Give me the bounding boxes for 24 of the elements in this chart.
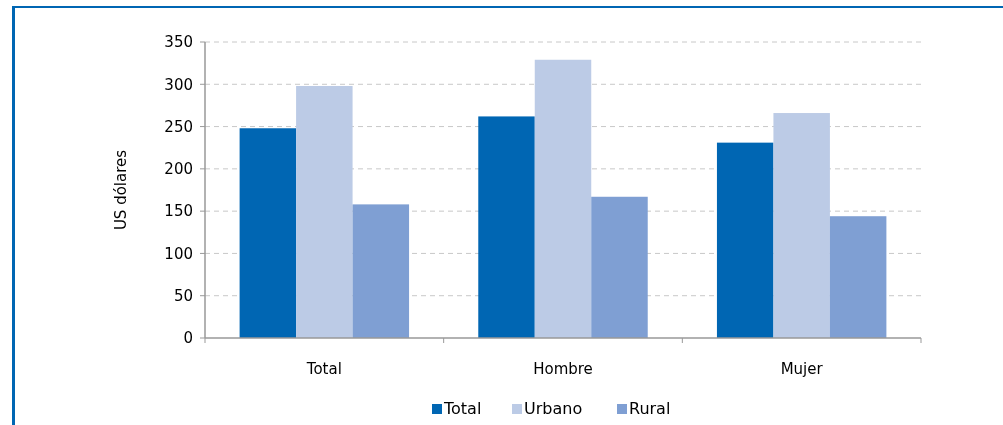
bar [716,142,774,338]
y-tick-label: 200 [164,160,193,179]
legend-label: Urbano [524,399,583,418]
y-tick-label: 250 [164,117,193,136]
x-tick-label: Hombre [533,360,593,378]
y-tick-label: 50 [173,286,193,305]
bar [829,216,887,338]
y-axis-title: US dólares [112,149,130,231]
y-tick-label: 300 [164,75,193,94]
bar [534,59,592,338]
bar [773,113,830,338]
legend-label: Rural [629,399,671,418]
x-tick-label: Total [305,360,342,378]
bar [352,204,410,338]
y-tick-label: 150 [164,202,193,221]
y-tick-label: 0 [183,329,193,348]
y-tick-label: 100 [164,244,193,263]
y-tick-label: 350 [164,33,193,52]
bar [239,128,297,338]
legend-label: Total [443,399,482,418]
bar [478,116,535,338]
bar [591,196,648,338]
x-tick-label: Mujer [780,360,824,378]
bar [296,85,353,338]
